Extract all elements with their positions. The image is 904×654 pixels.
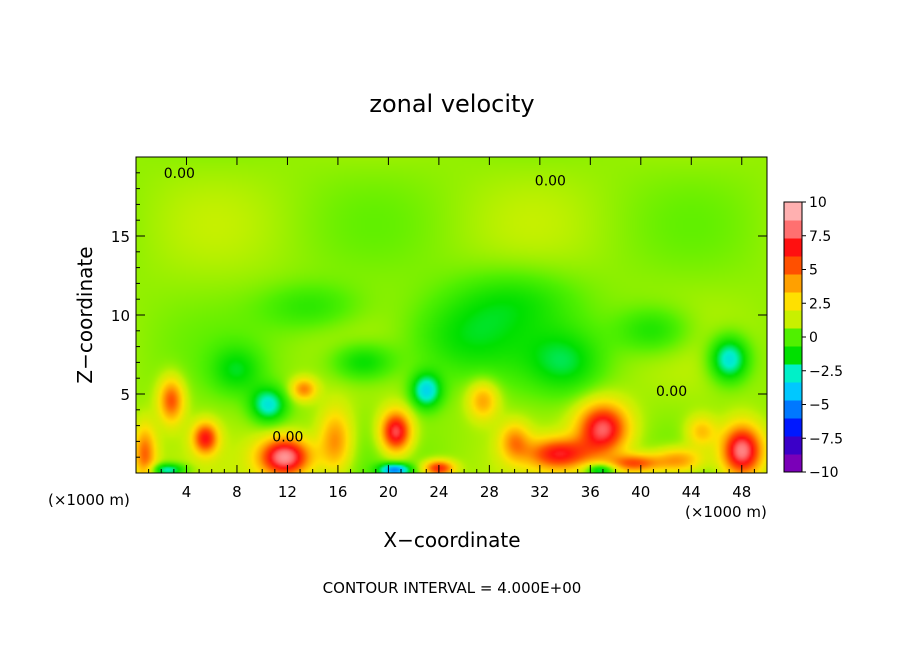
colorbar-swatch (784, 382, 802, 401)
colorbar-swatch (784, 400, 802, 419)
colorbar-swatch (784, 454, 802, 473)
y-axis: 5 10 15 (111, 172, 767, 458)
x-tick-label: 28 (480, 483, 499, 501)
contour-label: 0.00 (272, 430, 303, 446)
x-axis: 4 8 12 16 20 24 28 32 36 40 44 48 (148, 157, 755, 501)
colorbar-swatch (784, 310, 802, 329)
x-tick-label: 8 (232, 483, 242, 501)
contour-labels: 0.00 0.00 0.00 0.00 (164, 166, 687, 446)
colorbar-tick-label: −2.5 (809, 364, 843, 380)
colorbar: 10 7.5 5 2.5 0 −2.5 −5 −7.5 −10 (783, 195, 843, 481)
colorbar-tick-label: 0 (809, 330, 818, 346)
y-tick-label: 15 (111, 228, 130, 246)
colorbar-tick-label: 5 (809, 263, 818, 279)
x-axis-unit-left: (×1000 m) (48, 491, 130, 509)
colorbar-tick-label: 2.5 (809, 296, 831, 312)
colorbar-swatch (784, 256, 802, 275)
x-axis-label: X−coordinate (383, 528, 520, 552)
colorbar-swatch (784, 292, 802, 311)
colorbar-tick-label: −10 (809, 465, 839, 481)
x-tick-label: 20 (379, 483, 398, 501)
plot-area: 0.00 0.000.000.00 4 8 12 16 20 24 28 32 36 40 44 48 … (111, 156, 768, 501)
x-tick-label: 32 (530, 483, 549, 501)
contour-interval-footer: CONTOUR INTERVAL = 4.000E+00 (323, 579, 582, 597)
colorbar-swatch (784, 418, 802, 437)
colorbar-swatch (784, 346, 802, 365)
colorbar-tick-label: −5 (809, 398, 830, 414)
x-tick-label: 44 (682, 483, 701, 501)
y-tick-label: 10 (111, 307, 130, 325)
velocity-field-image (136, 157, 767, 473)
x-tick-label: 40 (631, 483, 650, 501)
contour-label: 0.00 (656, 384, 687, 400)
colorbar-tick-label: 10 (809, 195, 827, 211)
colorbar-tick-label: −7.5 (809, 431, 843, 447)
y-axis-label: Z−coordinate (73, 246, 97, 383)
colorbar-swatch (784, 364, 802, 383)
colorbar-swatch (784, 436, 802, 455)
y-tick-label: 5 (120, 386, 130, 404)
colorbar-swatch (784, 274, 802, 293)
colorbar-swatch (784, 328, 802, 347)
x-tick-label: 24 (429, 483, 448, 501)
chart-title: zonal velocity (369, 90, 534, 118)
x-axis-unit-right: (×1000 m) (685, 503, 767, 521)
x-tick-label: 16 (328, 483, 347, 501)
colorbar-tick-label: 7.5 (809, 229, 831, 245)
contour-label: 0.00 (535, 174, 566, 190)
x-tick-label: 48 (732, 483, 751, 501)
colorbar-swatch (784, 238, 802, 257)
colorbar-swatch (784, 220, 802, 239)
colorbar-swatch (784, 202, 802, 221)
contour-label: 0.00 (164, 166, 195, 182)
x-tick-label: 4 (182, 483, 192, 501)
x-tick-label: 36 (581, 483, 600, 501)
x-tick-label: 12 (278, 483, 297, 501)
